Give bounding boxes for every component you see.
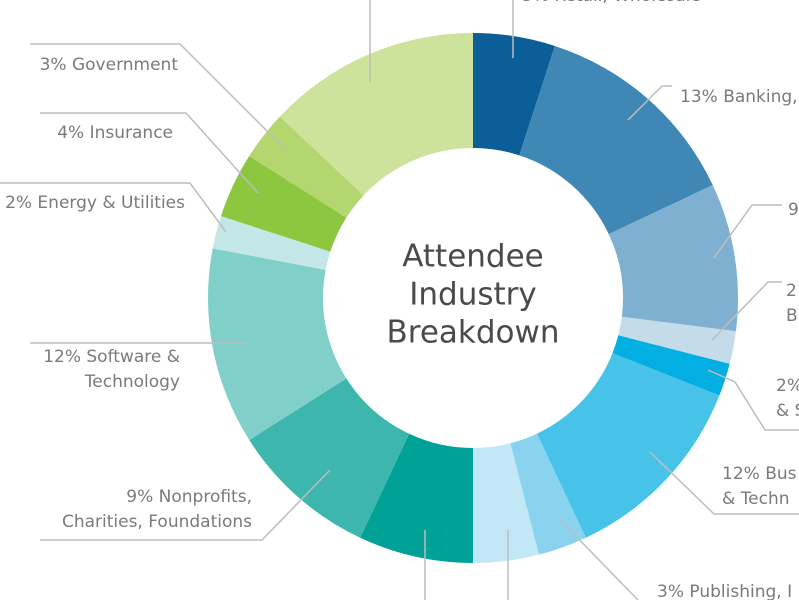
slice-label: 4% Insurance — [57, 123, 173, 143]
slice-label: 3% Government — [40, 55, 179, 75]
title-line: Breakdown — [387, 315, 560, 351]
slice — [208, 248, 347, 440]
leader-line — [649, 451, 799, 515]
slice-label: 12% Bus — [722, 464, 797, 484]
leader-line — [559, 519, 639, 600]
slice — [612, 335, 730, 396]
slice-label: 3% Publishing, I — [657, 582, 792, 600]
leader-line — [711, 281, 782, 341]
slice — [519, 45, 713, 235]
slice — [510, 433, 586, 555]
slice-label: 12% Software & — [43, 347, 180, 367]
slice-label: 9% Nonprofits, — [126, 487, 252, 507]
slice-label: Charities, Foundations — [62, 512, 252, 532]
slice — [536, 353, 720, 538]
slice-label: & Techn — [722, 489, 790, 509]
title-line: Industry — [409, 277, 537, 313]
leader-line — [707, 369, 799, 431]
slice-label: 9 — [788, 200, 799, 220]
leader-line — [40, 469, 331, 541]
slice — [473, 33, 555, 156]
leader-line — [30, 43, 287, 151]
slice — [212, 216, 331, 270]
slice — [618, 316, 736, 364]
slice — [279, 33, 473, 196]
leader-line — [713, 204, 782, 259]
slice-label: 2% — [776, 376, 799, 396]
leader-line — [40, 112, 259, 194]
slice — [249, 378, 410, 538]
slice-label: 13% Banking, — [680, 87, 798, 107]
slice-label: 5% Retail, Wholesale — [522, 0, 701, 6]
slice-label: 2% Energy & Utilities — [5, 193, 185, 213]
title-line: Attendee — [402, 239, 544, 275]
slice-label: Technology — [84, 372, 180, 392]
slice — [220, 156, 347, 252]
slice-label: 2 — [786, 281, 797, 301]
slice-label: B — [786, 306, 798, 326]
slice — [360, 433, 473, 563]
slice — [608, 185, 739, 332]
labels: 5% Retail, Wholesale 13% Banking, 9 2 B 2% & S… — [5, 0, 799, 600]
slice-label: & S — [776, 401, 799, 421]
leader-line — [627, 85, 672, 121]
leader-line — [0, 182, 227, 233]
slice — [473, 443, 539, 563]
donut — [208, 33, 739, 563]
